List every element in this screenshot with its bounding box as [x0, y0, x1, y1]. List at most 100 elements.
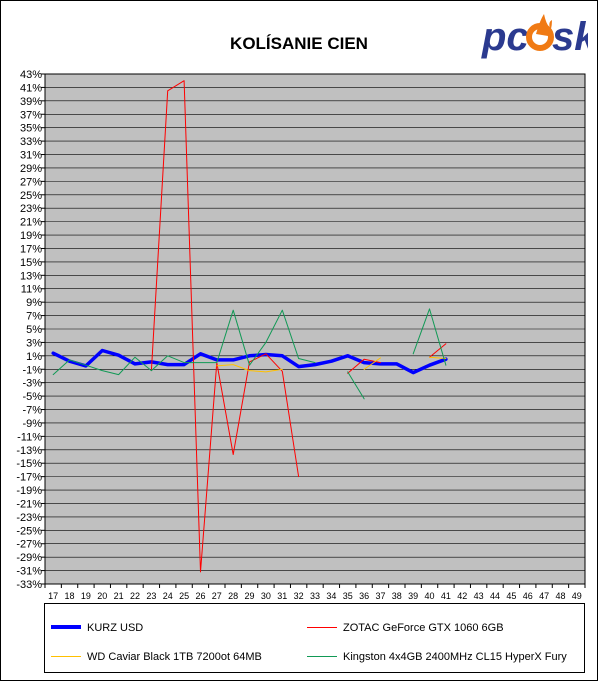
y-tick-label: -11%: [17, 431, 42, 443]
x-tick-label: 33: [310, 591, 320, 600]
legend-swatch-kurz-usd: [51, 625, 81, 629]
x-tick-label: 36: [359, 591, 369, 600]
series-line-2: [216, 364, 283, 373]
legend-label-kurz-usd: KURZ USD: [87, 622, 144, 634]
legend-label-wd: WD Caviar Black 1TB 7200ot 64MB: [87, 651, 262, 663]
y-tick-label: 23%: [20, 203, 42, 215]
series-line-1: [429, 343, 447, 358]
y-tick-label: 11%: [21, 284, 42, 296]
y-tick-label: 29%: [20, 163, 42, 175]
y-tick-label: 7%: [26, 311, 42, 323]
y-tick-label: -21%: [16, 498, 42, 510]
legend-swatch-zotac: [307, 627, 337, 628]
x-tick-label: 32: [294, 591, 304, 600]
y-tick-label: -5%: [22, 391, 42, 403]
legend-item-kingston: Kingston 4x4GB 2400MHz CL15 HyperX Fury: [307, 649, 577, 665]
plot-area: 43%41%39%37%35%33%31%29%27%25%23%21%19%1…: [16, 69, 586, 600]
x-tick-label: 26: [195, 591, 205, 600]
x-tick-label: 38: [392, 591, 402, 600]
y-tick-label: 41%: [20, 82, 42, 94]
x-tick-label: 28: [228, 591, 238, 600]
x-tick-label: 35: [343, 591, 353, 600]
x-tick-label: 48: [555, 591, 565, 600]
y-tick-label: -29%: [16, 552, 42, 564]
x-tick-label: 46: [523, 591, 533, 600]
y-tick-label: 25%: [20, 190, 42, 202]
x-tick-label: 25: [179, 591, 189, 600]
series-line-2: [363, 357, 381, 370]
y-tick-label: -1%: [22, 364, 42, 376]
legend-item-wd: WD Caviar Black 1TB 7200ot 64MB: [51, 649, 311, 665]
y-tick-label: 1%: [26, 351, 42, 363]
x-tick-label: 24: [163, 591, 173, 600]
legend-item-kurz-usd: KURZ USD: [51, 620, 311, 636]
flame-o-icon: [526, 14, 554, 51]
legend: KURZ USD ZOTAC GeForce GTX 1060 6GB WD C…: [44, 603, 585, 673]
series-line-3: [347, 371, 365, 400]
x-tick-label: 34: [326, 591, 336, 600]
x-tick-label: 23: [146, 591, 156, 600]
x-tick-label: 45: [506, 591, 516, 600]
y-tick-label: -9%: [22, 418, 42, 430]
x-tick-label: 37: [375, 591, 385, 600]
x-tick-label: 27: [212, 591, 222, 600]
series-line-1: [150, 80, 300, 573]
y-tick-label: 31%: [20, 150, 42, 162]
y-tick-label: -33%: [16, 579, 42, 591]
series-line-0: [51, 348, 448, 375]
x-tick-label: 22: [130, 591, 140, 600]
y-tick-label: 9%: [26, 297, 42, 309]
x-tick-label: 40: [425, 591, 435, 600]
y-tick-label: 19%: [20, 230, 42, 242]
series-line-3: [412, 308, 447, 366]
y-tick-label: -19%: [16, 485, 42, 497]
plot-border: [44, 73, 586, 585]
x-axis: 17 18 19 20 21 22 23 24 25 26 27 28 29 30 31 32 33 34 35 36…: [44, 584, 586, 600]
legend-swatch-wd: [51, 656, 81, 657]
x-tick-label: 21: [114, 591, 124, 600]
x-tick-label: 18: [65, 591, 75, 600]
y-tick-label: 27%: [20, 176, 42, 188]
y-tick-label: 21%: [20, 217, 42, 229]
x-tick-label: 44: [490, 591, 500, 600]
x-tick-label: 43: [474, 591, 484, 600]
x-tick-label: 42: [457, 591, 467, 600]
y-tick-label: -27%: [16, 539, 42, 551]
x-tick-label: 29: [245, 591, 255, 600]
y-tick-label: 37%: [20, 109, 42, 121]
x-tick-label: 20: [97, 591, 107, 600]
y-tick-label: -13%: [16, 445, 42, 457]
legend-swatch-kingston: [307, 656, 337, 657]
series-line-3: [52, 309, 316, 376]
y-axis: 43%41%39%37%35%33%31%29%27%25%23%21%19%1…: [16, 69, 45, 591]
y-tick-label: -23%: [16, 512, 42, 524]
x-tick-label: 39: [408, 591, 418, 600]
y-tick-label: -3%: [22, 378, 42, 390]
y-tick-label: -17%: [16, 472, 42, 484]
y-tick-label: 33%: [20, 136, 42, 148]
x-tick-label: 47: [539, 591, 549, 600]
y-tick-label: 43%: [20, 69, 42, 81]
y-tick-label: 5%: [26, 324, 42, 336]
chart-title: KOLÍSANIE CIEN: [230, 34, 368, 53]
logo-text-left: pc: [481, 15, 529, 59]
y-tick-label: -31%: [16, 566, 42, 578]
y-tick-label: -25%: [16, 525, 42, 537]
legend-item-zotac: ZOTAC GeForce GTX 1060 6GB: [307, 620, 577, 636]
legend-label-kingston: Kingston 4x4GB 2400MHz CL15 HyperX Fury: [343, 651, 567, 663]
x-tick-label: 19: [81, 591, 91, 600]
x-tick-label: 17: [48, 591, 58, 600]
y-tick-label: 13%: [20, 270, 42, 282]
x-tick-label: 41: [441, 591, 451, 600]
x-tick-label: 49: [572, 591, 582, 600]
x-tick-label: 30: [261, 591, 271, 600]
legend-label-zotac: ZOTAC GeForce GTX 1060 6GB: [343, 622, 504, 634]
y-tick-label: 15%: [20, 257, 42, 269]
y-tick-label: 17%: [20, 243, 42, 255]
y-tick-label: 35%: [20, 123, 42, 135]
y-tick-label: -7%: [22, 405, 42, 417]
y-tick-label: -15%: [16, 458, 42, 470]
x-tick-label: 31: [277, 591, 287, 600]
series-line-2: [429, 356, 447, 359]
y-tick-label: 3%: [26, 337, 42, 349]
